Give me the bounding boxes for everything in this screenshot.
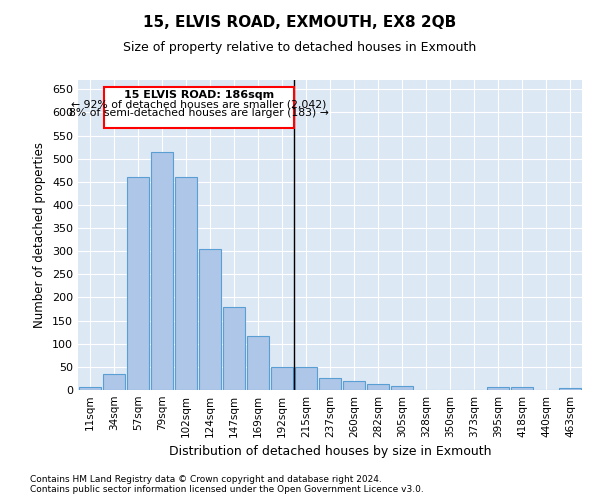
Bar [559,388,581,390]
Bar [79,387,101,390]
Bar [127,177,149,390]
Bar [487,387,509,390]
Bar [175,177,197,390]
Text: ← 92% of detached houses are smaller (2,042): ← 92% of detached houses are smaller (2,… [71,99,326,109]
Bar [199,249,221,390]
Bar [223,306,245,390]
Text: Contains public sector information licensed under the Open Government Licence v3: Contains public sector information licen… [30,486,424,494]
Text: Contains HM Land Registry data © Crown copyright and database right 2024.: Contains HM Land Registry data © Crown c… [30,474,382,484]
Bar [271,367,293,390]
Bar [247,336,269,390]
Bar [295,367,317,390]
Text: 8% of semi-detached houses are larger (183) →: 8% of semi-detached houses are larger (1… [69,108,329,118]
Text: 15 ELVIS ROAD: 186sqm: 15 ELVIS ROAD: 186sqm [124,90,274,100]
Bar [511,387,533,390]
Bar [103,374,125,390]
Bar [343,380,365,390]
Bar [151,152,173,390]
Text: 15, ELVIS ROAD, EXMOUTH, EX8 2QB: 15, ELVIS ROAD, EXMOUTH, EX8 2QB [143,15,457,30]
Y-axis label: Number of detached properties: Number of detached properties [34,142,46,328]
Bar [367,384,389,390]
X-axis label: Distribution of detached houses by size in Exmouth: Distribution of detached houses by size … [169,446,491,458]
Bar [391,386,413,390]
Text: Size of property relative to detached houses in Exmouth: Size of property relative to detached ho… [124,41,476,54]
Bar [319,378,341,390]
Bar [104,87,293,128]
